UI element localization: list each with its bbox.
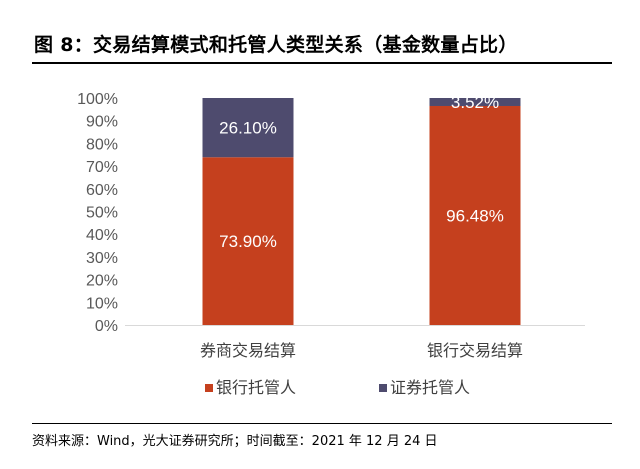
bar-segment bbox=[202, 157, 294, 325]
y-tick-label: 50% bbox=[86, 205, 118, 222]
legend-label: 银行托管人 bbox=[216, 378, 296, 397]
bars-group: 73.90% 26.10% 96.48% 3.52% bbox=[202, 93, 521, 325]
source-note: 资料来源：Wind，光大证券研究所；时间截至：2021 年 12 月 24 日 bbox=[32, 434, 438, 449]
bar-segment bbox=[429, 105, 521, 325]
y-tick-label: 10% bbox=[86, 295, 118, 312]
y-tick-label: 80% bbox=[86, 136, 118, 153]
y-tick-label: 90% bbox=[86, 114, 118, 131]
y-tick-label: 40% bbox=[86, 227, 118, 244]
data-label: 73.90% bbox=[219, 232, 277, 251]
footer-divider bbox=[32, 423, 612, 424]
legend-swatch bbox=[205, 384, 213, 392]
legend: 银行托管人 证券托管人 bbox=[205, 378, 470, 397]
data-label: 26.10% bbox=[219, 119, 277, 138]
bar-segment bbox=[429, 98, 521, 106]
chart-title: 图 8：交易结算模式和托管人类型关系（基金数量占比） bbox=[34, 34, 518, 56]
y-tick-label: 100% bbox=[77, 91, 118, 108]
category-label: 银行交易结算 bbox=[427, 341, 523, 360]
y-axis-ticks: 0% 10% 20% 30% 40% 50% 60% 70% 80% 90% 100% bbox=[77, 91, 118, 335]
data-label: 96.48% bbox=[446, 206, 504, 225]
y-tick-label: 70% bbox=[86, 159, 118, 176]
legend-swatch bbox=[379, 384, 387, 392]
y-tick-label: 0% bbox=[95, 318, 118, 335]
title-divider bbox=[32, 62, 612, 64]
y-tick-label: 20% bbox=[86, 273, 118, 290]
y-tick-label: 60% bbox=[86, 182, 118, 199]
category-labels: 券商交易结算 银行交易结算 bbox=[200, 341, 523, 360]
data-label: 3.52% bbox=[451, 93, 499, 112]
bar-segment bbox=[202, 98, 294, 158]
category-label: 券商交易结算 bbox=[200, 341, 296, 360]
legend-label: 证券托管人 bbox=[390, 378, 470, 397]
y-tick-label: 30% bbox=[86, 250, 118, 267]
